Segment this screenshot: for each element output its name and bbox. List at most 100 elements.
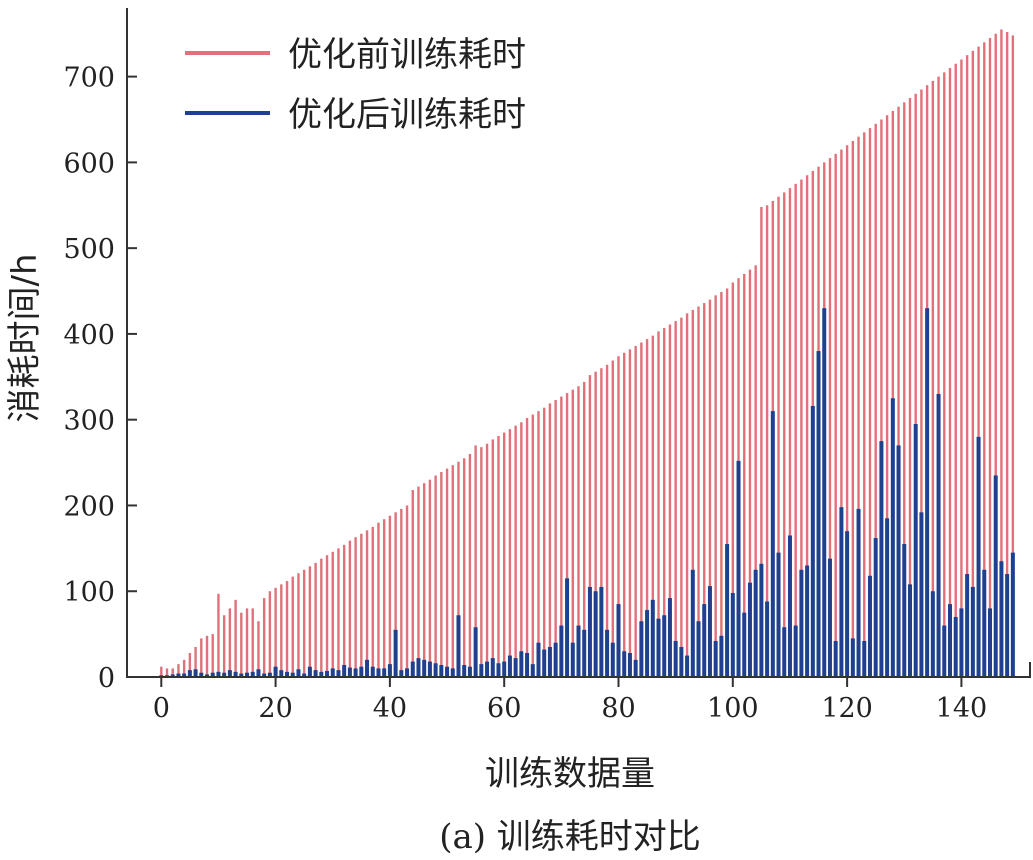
- bar-before: [497, 435, 500, 677]
- y-axis-label: 消耗时间/h: [5, 253, 45, 422]
- bar-before: [537, 411, 540, 677]
- bar-after: [953, 616, 958, 677]
- bar-after: [833, 640, 838, 677]
- bar-before: [623, 352, 626, 677]
- bar-before: [571, 389, 574, 677]
- bar-after: [290, 672, 295, 677]
- bar-after: [565, 578, 570, 677]
- bar-before: [645, 339, 649, 677]
- bar-before: [302, 569, 306, 677]
- bar-after: [730, 592, 735, 677]
- bar-after: [479, 664, 484, 677]
- bar-before: [840, 149, 843, 677]
- bar-after: [239, 673, 244, 677]
- bar-before: [903, 102, 906, 678]
- bar-after: [873, 538, 878, 677]
- bar-before: [931, 80, 935, 677]
- bar-after: [256, 669, 261, 677]
- bar-after: [942, 625, 947, 677]
- bar-before: [491, 439, 494, 677]
- bar-after: [816, 351, 821, 677]
- bar-after: [993, 475, 998, 677]
- bar-before: [308, 566, 312, 677]
- bar-before: [1011, 35, 1015, 677]
- bar-before: [314, 562, 317, 677]
- bar-before: [725, 288, 729, 677]
- bar-before: [663, 327, 666, 677]
- bar-after: [776, 552, 781, 677]
- bar-before: [708, 299, 712, 677]
- bar-after: [273, 666, 278, 677]
- y-tick-label: 400: [63, 320, 115, 351]
- bar-after: [639, 621, 644, 677]
- bar-after: [193, 669, 198, 677]
- bar-before: [611, 360, 614, 677]
- bar-before: [411, 490, 414, 677]
- bar-after: [399, 670, 404, 677]
- bar-before: [851, 140, 855, 677]
- bar-after: [770, 411, 775, 677]
- bar-before: [382, 519, 386, 677]
- bar-before: [388, 515, 392, 677]
- bar-after: [725, 544, 730, 677]
- bar-after: [393, 629, 398, 677]
- bar-after: [502, 661, 507, 677]
- bar-after: [696, 621, 701, 677]
- bar-before: [165, 668, 169, 677]
- bar-before: [834, 153, 837, 678]
- bar-after: [559, 625, 564, 677]
- bar-before: [205, 635, 209, 677]
- bar-after: [1005, 574, 1010, 677]
- bar-after: [496, 663, 501, 677]
- bar-before: [651, 335, 654, 677]
- bar-after: [525, 652, 530, 677]
- bar-before: [485, 443, 489, 677]
- bar-after: [799, 569, 804, 677]
- bar-after: [262, 673, 267, 677]
- bar-after: [976, 436, 981, 677]
- bar-before: [680, 317, 683, 677]
- bar-after: [753, 569, 758, 677]
- bar-after: [736, 460, 741, 677]
- bar-before: [428, 479, 432, 677]
- bar-before: [874, 123, 877, 678]
- x-tick-label: 40: [373, 693, 407, 724]
- bar-after: [433, 663, 438, 677]
- bar-after: [605, 629, 610, 677]
- bar-before: [783, 192, 786, 677]
- bar-before: [280, 584, 283, 677]
- bar-after: [405, 668, 410, 677]
- bar-before: [222, 615, 226, 677]
- bar-after: [547, 646, 552, 677]
- bar-before: [880, 119, 883, 677]
- axis-frame: [126, 8, 1031, 678]
- bar-after: [530, 664, 535, 677]
- bar-before: [897, 106, 900, 677]
- bar-after: [702, 604, 707, 677]
- bar-after: [765, 601, 770, 677]
- bar-after: [822, 308, 827, 677]
- bar-before: [788, 188, 792, 677]
- bar-after: [473, 627, 478, 677]
- bar-after: [845, 531, 850, 677]
- bar-before: [365, 530, 369, 677]
- bar-before: [668, 324, 672, 677]
- bar-before: [400, 508, 403, 677]
- bar-before: [1000, 29, 1003, 677]
- bar-before: [257, 621, 260, 677]
- bar-before: [262, 598, 266, 677]
- bar-after: [245, 672, 250, 677]
- bar-before: [240, 612, 243, 677]
- bar-after: [616, 604, 621, 677]
- bar-after: [982, 569, 987, 677]
- bar-after: [913, 423, 918, 677]
- bar-before: [160, 666, 163, 677]
- bar-after: [536, 642, 541, 677]
- bar-after: [382, 668, 387, 677]
- bar-before: [685, 313, 689, 677]
- bar-after: [719, 635, 724, 677]
- bar-after: [713, 640, 718, 677]
- bar-before: [920, 89, 923, 677]
- bar-before: [440, 472, 443, 677]
